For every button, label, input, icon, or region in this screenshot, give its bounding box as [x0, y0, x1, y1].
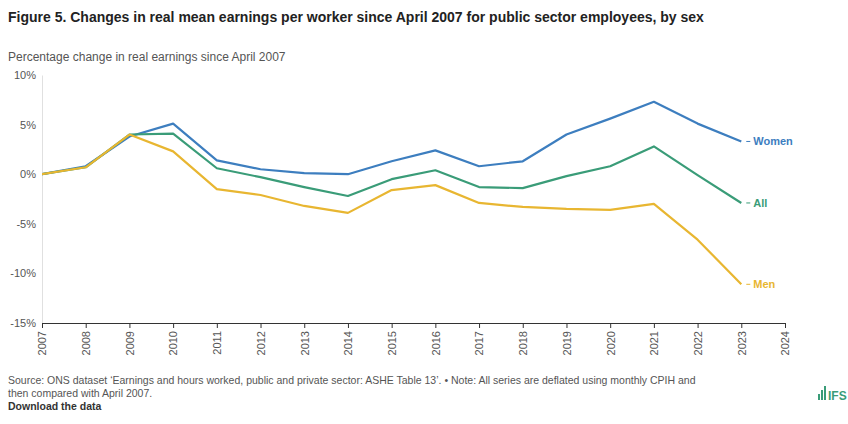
y-tick-label: -5% — [16, 218, 36, 230]
x-tick-label: 2010 — [167, 331, 179, 355]
y-tick-label: 5% — [20, 119, 36, 131]
x-tick-label: 2015 — [386, 331, 398, 355]
x-tick-mark — [610, 323, 611, 328]
logo-bar — [818, 394, 820, 400]
x-tick-label: 2012 — [255, 331, 267, 355]
plot: -15%-10%-5%0%5%10%2007200820092010201120… — [10, 69, 793, 355]
x-tick-mark — [654, 323, 655, 328]
logo: IFS — [818, 386, 847, 403]
x-tick-mark — [435, 323, 436, 328]
x-tick-label: 2017 — [473, 331, 485, 355]
logo-text: IFS — [828, 389, 847, 403]
x-tick-mark — [523, 323, 524, 328]
download-link[interactable]: Download the data — [8, 400, 101, 412]
x-tick: 2012 — [255, 323, 267, 355]
title: Figure 5. Changes in real mean earnings … — [8, 9, 704, 25]
x-tick-mark — [785, 323, 786, 328]
x-tick: 2022 — [692, 323, 704, 355]
subtitle: Percentage change in real earnings since… — [8, 50, 286, 64]
x-tick-label: 2009 — [124, 331, 136, 355]
y-tick-label: 10% — [14, 69, 36, 81]
x-tick-mark — [173, 323, 174, 328]
legend-connector — [746, 284, 750, 285]
x-tick-label: 2007 — [36, 331, 48, 355]
chart: Figure 5. Changes in real mean earnings … — [0, 0, 848, 424]
x-tick: 2023 — [736, 323, 748, 355]
x-tick-mark — [86, 323, 87, 328]
x-tick-mark — [392, 323, 393, 328]
legend-connector — [746, 202, 750, 203]
x-tick-mark — [348, 323, 349, 328]
y-tick: 10% — [14, 69, 42, 81]
x-tick-label: 2008 — [80, 331, 92, 355]
source-note: then compared with April 2007. — [8, 387, 152, 399]
x-tick: 2021 — [648, 323, 660, 355]
x-tick: 2024 — [779, 323, 791, 355]
y-axis-line — [42, 76, 43, 324]
x-tick: 2008 — [80, 323, 92, 355]
x-tick-label: 2023 — [736, 331, 748, 355]
lines — [42, 102, 741, 285]
x-tick-label: 2021 — [648, 331, 660, 355]
source-note: Source: ONS dataset ‘Earnings and hours … — [8, 374, 696, 386]
x-tick-mark — [217, 323, 218, 328]
x-tick: 2013 — [299, 323, 311, 355]
x-tick: 2020 — [605, 323, 617, 355]
x-tick: 2014 — [342, 323, 354, 355]
line-men — [42, 135, 741, 285]
x-tick-label: 2018 — [517, 331, 529, 355]
y-tick-label: -10% — [10, 267, 36, 279]
x-tick-mark — [566, 323, 567, 328]
x-tick: 2007 — [36, 323, 48, 355]
x-tick-label: 2024 — [779, 331, 791, 355]
y-tick: 5% — [20, 119, 42, 131]
x-tick-label: 2011 — [211, 331, 223, 355]
y-tick: 0% — [20, 168, 42, 180]
x-tick-mark — [42, 323, 43, 328]
x-tick-mark — [741, 323, 742, 328]
x-tick-mark — [261, 323, 262, 328]
x-tick: 2017 — [473, 323, 485, 355]
x-axis-line — [43, 324, 786, 329]
line-women — [42, 102, 741, 174]
y-axis: -15% -10% -5% 0% 5% 10% — [10, 69, 42, 329]
x-tick-label: 2020 — [605, 331, 617, 355]
legend-label: All — [753, 197, 767, 209]
x-tick-mark — [304, 323, 305, 328]
legend-label: Women — [753, 135, 793, 147]
x-tick: 2018 — [517, 323, 529, 355]
x-tick-mark — [129, 323, 130, 328]
y-tick-label: 0% — [20, 168, 36, 180]
x-tick: 2010 — [167, 323, 179, 355]
x-tick-label: 2013 — [299, 331, 311, 355]
logo-bar — [821, 390, 823, 400]
y-tick: -5% — [16, 218, 42, 230]
logo-bar — [824, 386, 826, 400]
y-tick-label: -15% — [10, 317, 36, 329]
x-tick-label: 2016 — [430, 331, 442, 355]
x-tick-mark — [479, 323, 480, 328]
line-all — [42, 134, 741, 203]
x-tick: 2011 — [211, 323, 223, 355]
y-tick: -15% — [10, 317, 42, 329]
x-tick-label: 2019 — [561, 331, 573, 355]
x-tick: 2016 — [430, 323, 442, 355]
legend-label: Men — [753, 278, 775, 290]
legend-connector — [746, 141, 750, 142]
x-tick-label: 2022 — [692, 331, 704, 355]
x-tick: 2019 — [561, 323, 573, 355]
x-axis: 2007 2008 2009 2010 2011 2012 2013 2014 2015 2016… — [36, 323, 791, 355]
x-tick: 2015 — [386, 323, 398, 355]
y-tick: -10% — [10, 267, 42, 279]
x-tick-label: 2014 — [342, 331, 354, 355]
x-tick: 2009 — [124, 323, 136, 355]
x-tick-mark — [698, 323, 699, 328]
legend: Women All Men — [746, 135, 793, 290]
